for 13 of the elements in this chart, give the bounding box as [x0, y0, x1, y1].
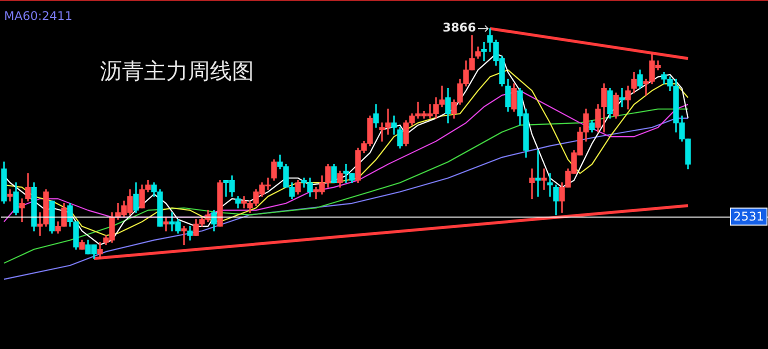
candlestick: [541, 168, 547, 190]
candlestick: [7, 189, 13, 202]
candlestick: [163, 216, 169, 232]
annotation: 3866: [442, 20, 476, 35]
candlestick: [529, 168, 535, 200]
text: 沥青主力周线图: [100, 60, 254, 85]
text: MA60:2411: [4, 9, 72, 24]
candlestick: [535, 150, 541, 197]
candlestick: [481, 42, 487, 62]
candlestick: [181, 226, 187, 246]
candlestick: [547, 173, 553, 197]
text: 2531: [733, 209, 764, 224]
candlestick: [619, 88, 625, 108]
